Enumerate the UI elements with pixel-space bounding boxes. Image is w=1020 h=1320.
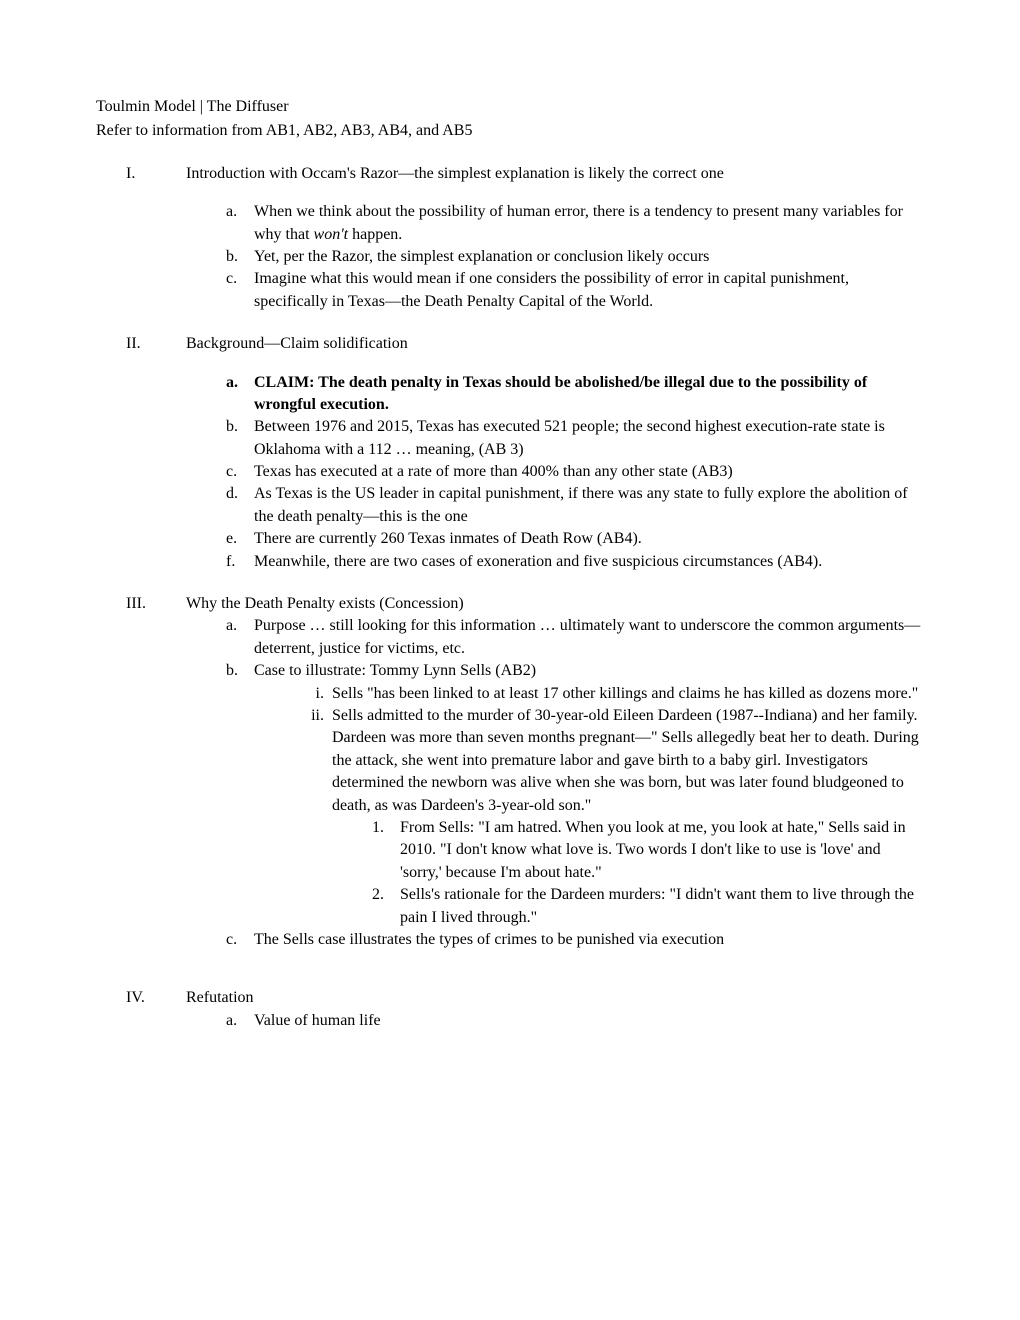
section-III-item-b: b. Case to illustrate: Tommy Lynn Sells … [226,660,924,929]
item-text: CLAIM: The death penalty in Texas should… [254,372,924,417]
section-IV-item-a: a. Value of human life [226,1010,924,1032]
item-letter: d. [226,483,254,528]
section-III-numeral: III. [96,593,186,951]
section-III-item-a: a. Purpose … still looking for this info… [226,615,924,660]
section-IV: IV. Refutation a. Value of human life [96,987,924,1032]
section-III-b-ii-num-1: 1. From Sells: "I am hatred. When you lo… [372,817,924,884]
item-letter: c. [226,268,254,313]
item-text: Purpose … still looking for this informa… [254,615,924,660]
item-letter: e. [226,528,254,550]
section-III-item-c: c. The Sells case illustrates the types … [226,929,924,951]
section-II: II. Background—Claim solidification a. C… [96,333,924,573]
section-II-title: Background—Claim solidification [186,333,924,355]
section-I: I. Introduction with Occam's Razor—the s… [96,163,924,313]
sub-text: Sells admitted to the murder of 30-year-… [332,705,924,817]
outline-content: I. Introduction with Occam's Razor—the s… [96,163,924,1032]
sub-numeral: i. [294,683,332,705]
item-letter: b. [226,416,254,461]
item-text: Value of human life [254,1010,924,1032]
item-letter: b. [226,660,254,929]
sub-numeral: ii. [294,705,332,929]
item-letter: a. [226,372,254,417]
item-letter: c. [226,929,254,951]
section-I-item-a: a. When we think about the possibility o… [226,201,924,246]
num-text: Sells's rationale for the Dardeen murder… [400,884,924,929]
section-III: III. Why the Death Penalty exists (Conce… [96,593,924,951]
sub-text: Sells "has been linked to at least 17 ot… [332,683,924,705]
section-I-item-c: c. Imagine what this would mean if one c… [226,268,924,313]
section-III-b-sub-ii: ii. Sells admitted to the murder of 30-y… [294,705,924,929]
section-III-b-sub-i: i. Sells "has been linked to at least 17… [294,683,924,705]
section-IV-title: Refutation [186,987,924,1009]
num-text: From Sells: "I am hatred. When you look … [400,817,924,884]
section-I-item-b: b. Yet, per the Razor, the simplest expl… [226,246,924,268]
item-letter: f. [226,551,254,573]
item-letter: a. [226,615,254,660]
num-numeral: 1. [372,817,400,884]
item-text: Between 1976 and 2015, Texas has execute… [254,416,924,461]
section-I-numeral: I. [96,163,186,313]
item-letter: a. [226,201,254,246]
item-text: Case to illustrate: Tommy Lynn Sells (AB… [254,660,924,682]
item-text: When we think about the possibility of h… [254,201,924,246]
section-II-item-a: a. CLAIM: The death penalty in Texas sho… [226,372,924,417]
section-II-item-d: d. As Texas is the US leader in capital … [226,483,924,528]
header-line-1: Toulmin Model | The Diffuser [96,96,924,118]
item-text: As Texas is the US leader in capital pun… [254,483,924,528]
header-line-2: Refer to information from AB1, AB2, AB3,… [96,120,924,142]
item-text: The Sells case illustrates the types of … [254,929,924,951]
item-text: Meanwhile, there are two cases of exoner… [254,551,924,573]
section-I-title: Introduction with Occam's Razor—the simp… [186,163,924,185]
item-letter: a. [226,1010,254,1032]
section-IV-numeral: IV. [96,987,186,1032]
section-II-item-e: e. There are currently 260 Texas inmates… [226,528,924,550]
section-II-numeral: II. [96,333,186,573]
item-text: Yet, per the Razor, the simplest explana… [254,246,924,268]
section-III-b-ii-num-2: 2. Sells's rationale for the Dardeen mur… [372,884,924,929]
item-letter: c. [226,461,254,483]
section-II-item-f: f. Meanwhile, there are two cases of exo… [226,551,924,573]
item-text: Texas has executed at a rate of more tha… [254,461,924,483]
item-text: There are currently 260 Texas inmates of… [254,528,924,550]
section-III-title: Why the Death Penalty exists (Concession… [186,593,924,615]
section-II-item-b: b. Between 1976 and 2015, Texas has exec… [226,416,924,461]
num-numeral: 2. [372,884,400,929]
item-letter: b. [226,246,254,268]
section-II-item-c: c. Texas has executed at a rate of more … [226,461,924,483]
item-text: Imagine what this would mean if one cons… [254,268,924,313]
